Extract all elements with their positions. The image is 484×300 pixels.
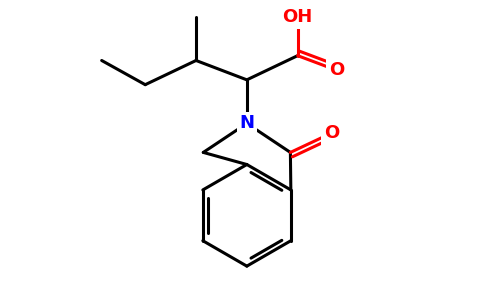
Text: O: O [324,124,339,142]
Text: OH: OH [283,8,313,26]
Text: O: O [329,61,344,79]
Text: N: N [240,114,254,132]
